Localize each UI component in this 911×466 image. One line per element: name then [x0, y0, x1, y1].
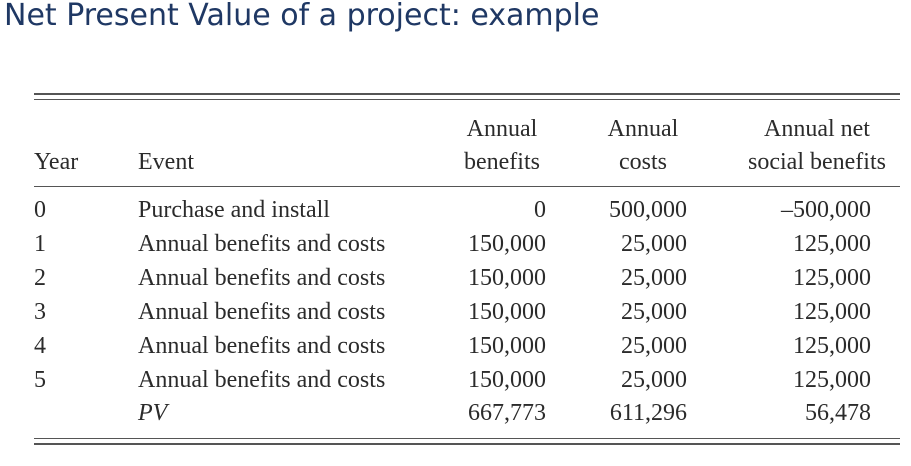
cell-event: Purchase and install — [138, 197, 330, 223]
cell-year: 3 — [34, 299, 46, 325]
cell-net: 125,000 — [793, 265, 871, 291]
cell-benefits: 0 — [534, 197, 546, 223]
cell-benefits: 150,000 — [468, 367, 546, 393]
npv-table: Year Event Annual benefits Annual costs … — [34, 0, 900, 466]
cell-year: 2 — [34, 265, 46, 291]
cell-benefits: 150,000 — [468, 299, 546, 325]
cell-net: 125,000 — [793, 367, 871, 393]
table-bottom-rule-thin — [34, 438, 900, 439]
cell-event: Annual benefits and costs — [138, 265, 386, 291]
cell-year: 1 — [34, 231, 46, 257]
pv-costs: 611,296 — [609, 400, 687, 426]
cell-net: 125,000 — [793, 231, 871, 257]
pv-net: 56,478 — [805, 400, 871, 426]
cell-benefits: 150,000 — [468, 265, 546, 291]
header-benefits-line2: benefits — [464, 149, 540, 175]
cell-costs: 25,000 — [621, 367, 687, 393]
cell-net: 125,000 — [793, 333, 871, 359]
cell-costs: 25,000 — [621, 333, 687, 359]
cell-costs: 25,000 — [621, 231, 687, 257]
header-costs-line2: costs — [619, 149, 667, 175]
pv-label: PV — [138, 400, 168, 426]
cell-costs: 500,000 — [609, 197, 687, 223]
header-year: Year — [34, 149, 79, 175]
header-net-line2: social benefits — [748, 149, 886, 175]
cell-year: 4 — [34, 333, 46, 359]
cell-event: Annual benefits and costs — [138, 231, 386, 257]
table-top-rule — [34, 93, 900, 95]
cell-net: –500,000 — [781, 197, 871, 223]
cell-net: 125,000 — [793, 299, 871, 325]
cell-year: 0 — [34, 197, 46, 223]
table-top-rule-thin — [34, 99, 900, 100]
cell-costs: 25,000 — [621, 265, 687, 291]
header-net-line1: Annual net — [764, 116, 870, 142]
table-bottom-rule — [34, 443, 900, 445]
header-rule — [34, 186, 900, 187]
cell-event: Annual benefits and costs — [138, 299, 386, 325]
header-event: Event — [138, 149, 194, 175]
header-benefits-line1: Annual — [466, 116, 538, 142]
pv-benefits: 667,773 — [468, 400, 546, 426]
cell-benefits: 150,000 — [468, 231, 546, 257]
cell-benefits: 150,000 — [468, 333, 546, 359]
cell-year: 5 — [34, 367, 46, 393]
header-costs-line1: Annual — [607, 116, 679, 142]
cell-costs: 25,000 — [621, 299, 687, 325]
cell-event: Annual benefits and costs — [138, 367, 386, 393]
cell-event: Annual benefits and costs — [138, 333, 386, 359]
slide-title: Net Present Value of a project: example — [4, 0, 600, 33]
